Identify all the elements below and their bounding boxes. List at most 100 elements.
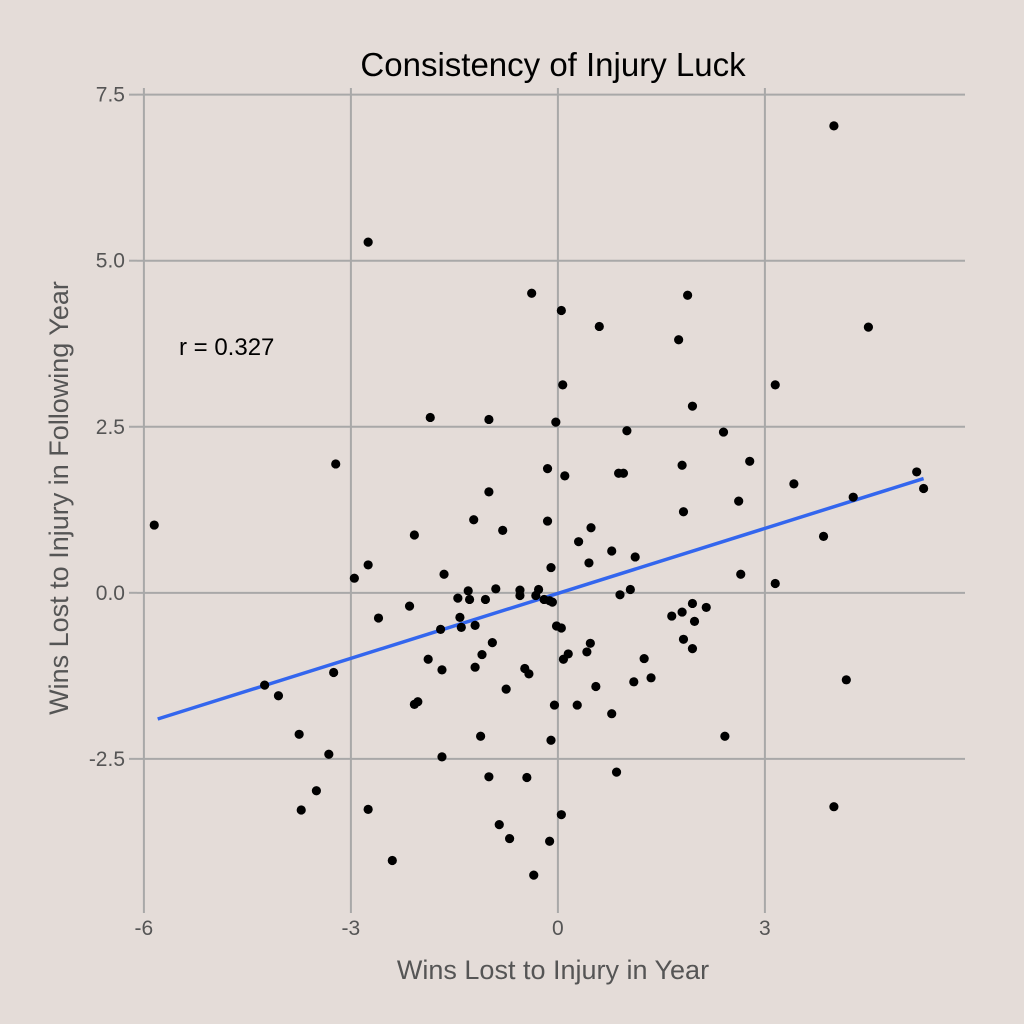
data-point — [720, 731, 730, 741]
y-axis-label: Wins Lost to Injury in Following Year — [44, 281, 74, 715]
data-point — [294, 729, 304, 739]
data-point — [363, 237, 373, 247]
data-point — [630, 552, 640, 562]
data-point — [329, 667, 339, 678]
data-point — [770, 578, 780, 589]
data-point — [260, 680, 270, 690]
y-tick-label: 7.5 — [96, 84, 125, 107]
correlation-annotation: r = 0.327 — [179, 334, 274, 361]
data-point — [701, 602, 711, 613]
data-point — [373, 613, 384, 623]
data-point — [484, 414, 494, 425]
data-point — [677, 607, 687, 617]
data-point — [584, 558, 594, 568]
data-point — [149, 520, 159, 530]
data-point — [477, 649, 487, 660]
data-point — [667, 611, 677, 621]
point-layer — [149, 121, 929, 880]
data-point — [556, 623, 566, 633]
data-point — [629, 677, 639, 687]
chart-title: Consistency of Injury Luck — [360, 46, 746, 83]
data-point — [529, 870, 539, 880]
data-point — [863, 322, 874, 332]
data-point — [687, 598, 698, 609]
data-point — [542, 516, 553, 526]
data-point — [456, 622, 466, 632]
data-point — [789, 479, 799, 489]
data-point — [547, 597, 557, 607]
data-point — [556, 810, 566, 820]
x-tick-label: -6 — [135, 917, 154, 940]
data-point — [498, 525, 508, 535]
data-point — [607, 709, 617, 719]
data-point — [572, 700, 582, 710]
data-point — [413, 697, 423, 707]
data-point — [558, 380, 568, 390]
data-point — [484, 487, 494, 497]
data-point — [425, 412, 435, 423]
data-point — [437, 752, 447, 762]
data-point — [615, 590, 625, 600]
data-point — [491, 584, 501, 594]
x-tick-label: 0 — [552, 917, 564, 940]
data-point — [829, 802, 839, 812]
data-point — [770, 380, 780, 390]
x-tick-label: -3 — [342, 917, 361, 940]
data-point — [611, 767, 622, 777]
data-point — [549, 700, 560, 710]
data-point — [437, 665, 447, 675]
data-point — [912, 467, 922, 477]
data-point — [484, 772, 494, 782]
data-point — [582, 647, 592, 657]
y-tick-label: -2.5 — [89, 748, 125, 771]
data-point — [455, 612, 465, 622]
data-point — [480, 594, 491, 605]
data-point — [734, 496, 744, 506]
data-point — [363, 804, 373, 814]
data-point — [848, 492, 858, 502]
data-point — [273, 691, 284, 701]
data-point — [436, 624, 446, 634]
data-point — [618, 468, 629, 478]
data-point — [524, 669, 534, 679]
data-point — [470, 662, 480, 672]
x-axis-label: Wins Lost to Injury in Year — [397, 955, 709, 985]
data-point — [591, 681, 601, 692]
data-point — [494, 820, 504, 830]
y-tick-label: 5.0 — [96, 250, 125, 273]
data-point — [533, 584, 544, 595]
data-point — [551, 417, 561, 427]
tick-layer: -6 -3 0 3 -2.5 0.0 2.5 5.0 7.5 — [89, 84, 771, 940]
data-point — [818, 531, 829, 541]
grid-layer — [137, 88, 965, 905]
data-point — [678, 507, 689, 517]
data-point — [678, 634, 689, 644]
data-point — [689, 616, 700, 626]
data-point — [349, 573, 359, 583]
data-point — [487, 638, 497, 648]
data-point — [469, 515, 479, 525]
data-point — [331, 459, 341, 469]
data-point — [585, 638, 595, 648]
data-point — [363, 560, 373, 570]
data-point — [527, 288, 537, 298]
data-point — [387, 855, 397, 866]
data-point — [463, 586, 473, 596]
data-point — [546, 562, 556, 573]
data-point — [586, 523, 596, 533]
data-point — [607, 546, 617, 556]
data-point — [311, 786, 321, 796]
data-point — [560, 471, 570, 481]
data-point — [574, 537, 584, 547]
x-tick-label: 3 — [759, 917, 771, 940]
data-point — [677, 460, 687, 470]
data-point — [476, 731, 486, 741]
data-point — [556, 305, 566, 316]
data-point — [639, 653, 649, 664]
data-point — [404, 601, 415, 611]
data-point — [745, 456, 755, 466]
y-tick-label: 0.0 — [96, 582, 125, 605]
data-point — [829, 121, 839, 131]
data-point — [625, 584, 635, 595]
